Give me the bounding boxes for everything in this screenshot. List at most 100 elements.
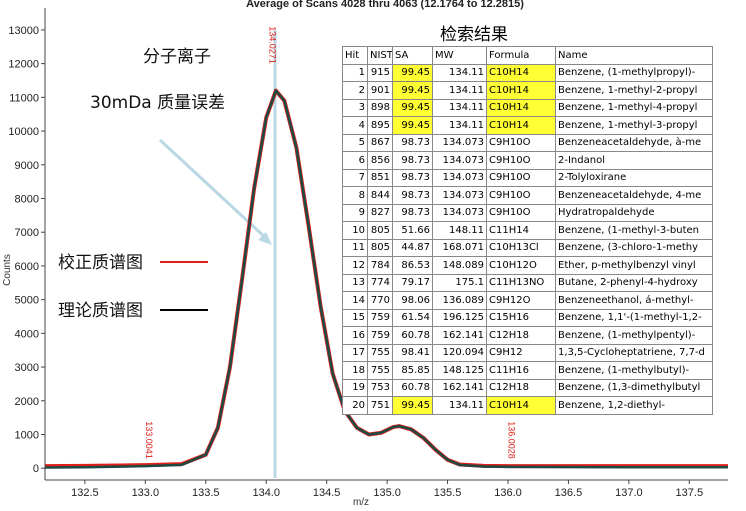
table-cell: Benzene, (3-chloro-1-methy <box>555 238 713 257</box>
plot-area <box>44 88 728 469</box>
x-tick-label: 134.5 <box>313 487 341 499</box>
table-cell: 755 <box>367 343 393 362</box>
table-cell: 175.1 <box>432 273 487 292</box>
table-row: 19 753 60.78 162.141 C12H18 Benzene, (1,3-dim… <box>342 378 713 397</box>
y-tick-label: 0 <box>33 463 39 475</box>
table-cell: 162.141 <box>432 326 487 345</box>
x-tick-label: 135.0 <box>373 487 401 499</box>
table-cell: Benzene, 1,2-diethyl- <box>555 396 713 415</box>
table-cell: 120.094 <box>432 343 487 362</box>
y-tick-label: 5000 <box>15 295 39 307</box>
y-tick-label: 1000 <box>15 429 39 441</box>
table-cell: Benzeneacetaldehyde, à-me <box>555 133 713 152</box>
table-cell: Benzene, (1-methylpropyl)- <box>555 63 713 82</box>
table-cell: 851 <box>367 168 393 187</box>
table-cell: 148.125 <box>432 361 487 380</box>
table-cell: 901 <box>367 81 393 100</box>
table-cell: 136.089 <box>432 291 487 310</box>
table-cell: Ether, p-methylbenzyl vinyl <box>555 256 713 275</box>
header-cell: Hit <box>342 46 368 65</box>
table-cell: 162.141 <box>432 378 487 397</box>
annotation: 分子离子 <box>143 47 211 67</box>
table-cell: 3 <box>342 98 368 117</box>
table-cell: 60.78 <box>392 378 433 397</box>
table-cell: 134.073 <box>432 186 487 205</box>
y-tick-label: 13000 <box>8 25 39 37</box>
table-row: 7 851 98.73 134.073 C9H10O 2-Tolyloxirane <box>342 168 713 187</box>
table-title: 检索结果 <box>440 25 508 45</box>
table-cell: 134.073 <box>432 203 487 222</box>
table-cell: C15H16 <box>486 308 556 327</box>
table-body: 1 915 99.45 134.11 C10H14 Benzene, (1-methylp… <box>342 63 713 415</box>
header-cell: NIST <box>367 46 393 65</box>
table-cell: 99.45 <box>392 98 433 117</box>
table-cell: 79.17 <box>392 273 433 292</box>
table-row: 18 755 85.85 148.125 C11H16 Benzene, (1-methy… <box>342 361 713 380</box>
x-tick-label: 135.5 <box>434 487 462 499</box>
table-row: 4 895 99.45 134.11 C10H14 Benzene, 1-methyl-3… <box>342 116 713 135</box>
table-cell: 51.66 <box>392 221 433 240</box>
table-cell: C9H10O <box>486 186 556 205</box>
table-row: 15 759 61.54 196.125 C15H16 Benzene, 1,1'-(1-… <box>342 308 713 327</box>
table-row: 10 805 51.66 148.11 C11H14 Benzene, (1-methyl… <box>342 221 713 240</box>
table-cell: 17 <box>342 343 368 362</box>
table-cell: 751 <box>367 396 393 415</box>
table-cell: 85.85 <box>392 361 433 380</box>
table-row: 17 755 98.41 120.094 C9H12 1,3,5-Cycloheptatr… <box>342 343 713 362</box>
table-row: 3 898 99.45 134.11 C10H14 Benzene, 1-methyl-4… <box>342 98 713 117</box>
legend-label: 理论质谱图 <box>58 301 143 320</box>
table-row: 2 901 99.45 134.11 C10H14 Benzene, 1-methyl-2… <box>342 81 713 100</box>
table-cell: 134.073 <box>432 151 487 170</box>
table-cell: C9H10O <box>486 133 556 152</box>
table-cell: 5 <box>342 133 368 152</box>
table-cell: 98.73 <box>392 186 433 205</box>
table-cell: 7 <box>342 168 368 187</box>
table-cell: 134.073 <box>432 133 487 152</box>
table-cell: Butane, 2-phenyl-4-hydroxy <box>555 273 713 292</box>
legend-label: 校正质谱图 <box>58 253 143 272</box>
table-cell: Benzene, (1-methylbutyl)- <box>555 361 713 380</box>
table-cell: C9H10O <box>486 203 556 222</box>
table-cell: 134.073 <box>432 168 487 187</box>
table-cell: 6 <box>342 151 368 170</box>
table-cell: 61.54 <box>392 308 433 327</box>
series-line <box>44 89 728 469</box>
table-cell: C9H12O <box>486 291 556 310</box>
y-tick-label: 2000 <box>15 396 39 408</box>
table-cell: 1,3,5-Cycloheptatriene, 7,7-d <box>555 343 713 362</box>
table-cell: 770 <box>367 291 393 310</box>
table-cell: 168.071 <box>432 238 487 257</box>
table-cell: 895 <box>367 116 393 135</box>
table-row: 11 805 44.87 168.071 C10H13Cl Benzene, (3-chl… <box>342 238 713 257</box>
x-tick-label: 134.0 <box>252 487 280 499</box>
table-cell: Benzene, (1-methyl-3-buten <box>555 221 713 240</box>
y-tick-label: 6000 <box>15 261 39 273</box>
table-cell: Benzeneacetaldehyde, 4-me <box>555 186 713 205</box>
table-cell: 805 <box>367 221 393 240</box>
table-cell: Benzene, (1,3-dimethylbutyl <box>555 378 713 397</box>
table-cell: 755 <box>367 361 393 380</box>
peak-label: 136.0028 <box>506 421 516 459</box>
table-cell: 19 <box>342 378 368 397</box>
table-cell: 2-Tolyloxirane <box>555 168 713 187</box>
table-row: 8 844 98.73 134.073 C9H10O Benzeneacetaldehyd… <box>342 186 713 205</box>
y-tick-label: 7000 <box>15 227 39 239</box>
header-cell: SA <box>392 46 433 65</box>
table-cell: 18 <box>342 361 368 380</box>
x-axis-label: m/z <box>353 497 369 508</box>
y-tick-label: 11000 <box>9 92 39 104</box>
table-cell: 98.73 <box>392 133 433 152</box>
table-cell: 14 <box>342 291 368 310</box>
table-cell: Benzene, (1-methylpentyl)- <box>555 326 713 345</box>
table-cell: C10H14 <box>486 396 556 415</box>
table-cell: C9H10O <box>486 151 556 170</box>
x-tick-label: 132.5 <box>71 487 99 499</box>
table-cell: 13 <box>342 273 368 292</box>
table-cell: 856 <box>367 151 393 170</box>
annotation: 30mDa 质量误差 <box>90 93 226 113</box>
table-row: 1 915 99.45 134.11 C10H14 Benzene, (1-methylp… <box>342 63 713 82</box>
table-cell: 86.53 <box>392 256 433 275</box>
x-tick-label: 137.5 <box>676 487 704 499</box>
table-cell: 4 <box>342 116 368 135</box>
